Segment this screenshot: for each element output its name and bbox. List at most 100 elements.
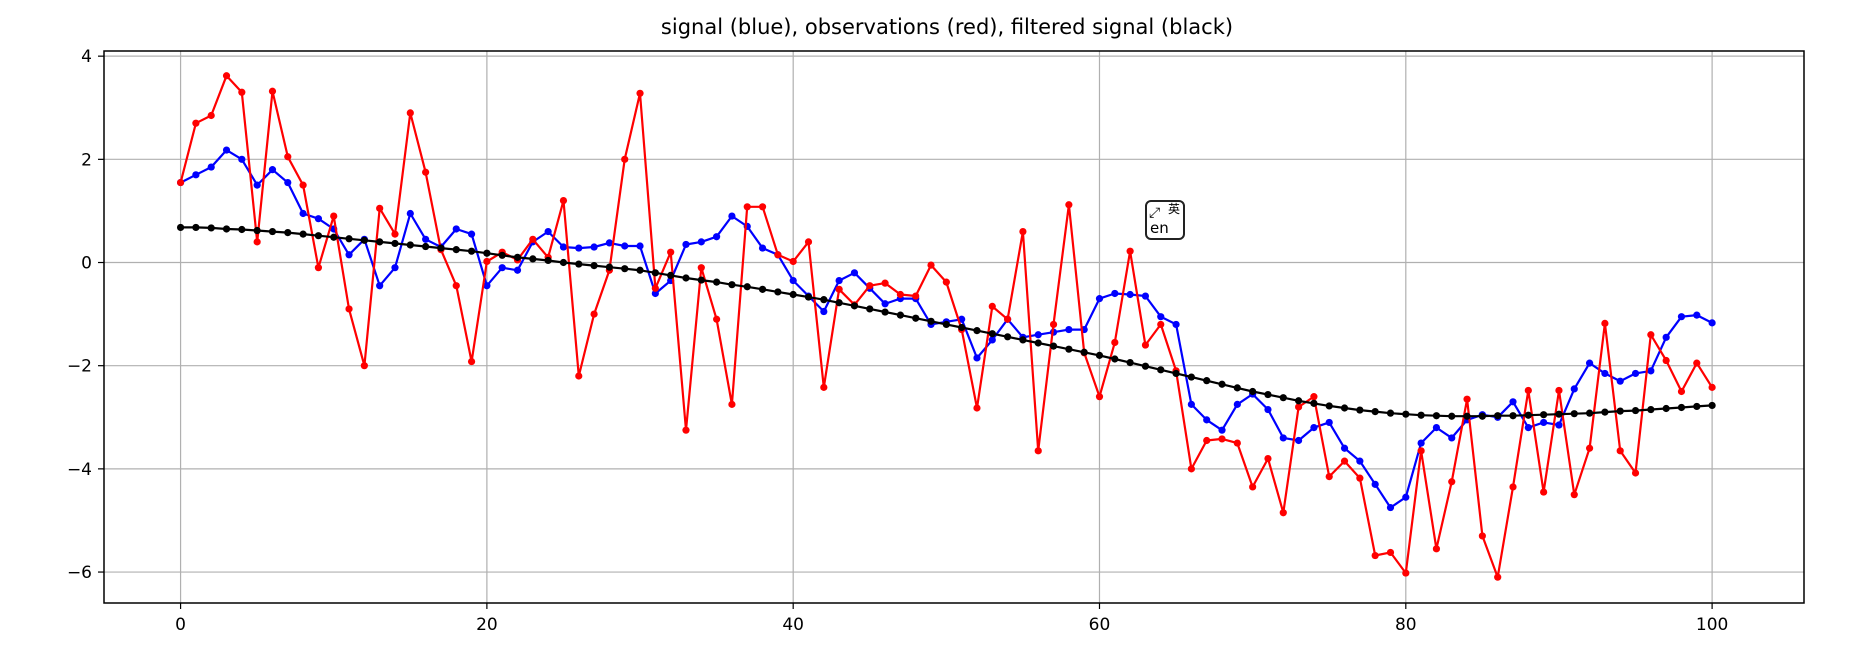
data-point: [360, 362, 368, 370]
data-point: [314, 232, 323, 240]
data-point: [927, 317, 935, 325]
data-point: [559, 243, 568, 251]
data-point: [835, 299, 843, 307]
data-point: [1340, 404, 1349, 412]
data-point: [758, 285, 767, 293]
data-point: [988, 330, 996, 338]
data-point: [1463, 395, 1471, 403]
data-point: [1294, 403, 1303, 411]
data-point: [1402, 410, 1410, 418]
data-point: [268, 87, 277, 95]
data-point: [590, 310, 598, 318]
data-point: [1095, 393, 1104, 401]
x-tick-label: 80: [1395, 615, 1417, 635]
data-point: [728, 400, 736, 408]
data-point: [238, 88, 246, 96]
data-point: [1631, 469, 1640, 477]
series-observations: [176, 72, 1716, 581]
series-line: [180, 149, 1713, 509]
data-point: [1187, 373, 1195, 381]
data-point: [881, 300, 889, 308]
data-point: [1004, 333, 1012, 341]
data-point: [651, 289, 659, 298]
data-point: [1172, 320, 1180, 329]
data-point: [376, 204, 384, 212]
data-point: [774, 251, 782, 259]
data-point: [682, 274, 690, 282]
data-point: [804, 238, 813, 246]
y-tick-label: −2: [67, 357, 92, 377]
data-point: [697, 238, 705, 246]
data-point: [835, 285, 843, 293]
data-point: [1585, 359, 1594, 367]
data-point: [1111, 355, 1119, 363]
data-point: [1647, 405, 1655, 414]
data-point: [1524, 411, 1532, 419]
data-point: [1340, 457, 1349, 465]
data-point: [590, 262, 598, 270]
data-point: [1386, 503, 1395, 512]
data-point: [1647, 367, 1655, 375]
data-point: [1631, 406, 1640, 415]
data-point: [1310, 393, 1318, 401]
input-method-switch-icon[interactable]: ⤢ 英 en: [1145, 200, 1185, 240]
data-point: [1417, 447, 1425, 455]
data-point: [1570, 410, 1578, 418]
data-point: [1019, 336, 1027, 344]
data-point: [1417, 411, 1425, 419]
data-point: [881, 308, 889, 316]
y-tick-label: 0: [81, 254, 92, 274]
x-tick-label: 60: [1089, 615, 1111, 635]
data-point: [973, 327, 981, 335]
data-point: [391, 239, 399, 248]
data-point: [1126, 358, 1134, 367]
data-point: [1432, 545, 1441, 553]
data-point: [1509, 483, 1517, 491]
data-point: [1249, 387, 1257, 396]
data-point: [498, 264, 506, 272]
data-point: [1279, 394, 1287, 402]
data-point: [1356, 406, 1364, 414]
data-point: [713, 233, 721, 241]
data-point: [437, 244, 445, 252]
data-point: [1218, 435, 1226, 443]
data-point: [268, 166, 277, 174]
data-point: [850, 269, 859, 277]
data-point: [1478, 412, 1486, 420]
data-point: [1432, 412, 1441, 420]
data-point: [621, 242, 629, 250]
data-point: [314, 264, 323, 272]
data-point: [192, 119, 200, 127]
data-point: [176, 178, 185, 187]
data-point: [605, 239, 614, 247]
data-point: [1371, 480, 1379, 488]
data-point: [1662, 404, 1670, 413]
data-point: [467, 247, 476, 255]
data-point: [452, 282, 460, 290]
data-point: [1356, 457, 1364, 465]
data-point: [728, 281, 736, 289]
data-point: [866, 282, 874, 290]
data-point: [1294, 397, 1303, 405]
data-point: [376, 238, 384, 246]
data-point: [1203, 377, 1211, 385]
data-point: [1509, 398, 1517, 406]
data-point: [238, 155, 246, 163]
data-point: [1677, 403, 1686, 412]
data-point: [391, 264, 399, 272]
data-point: [1065, 345, 1073, 353]
data-point: [1386, 409, 1395, 417]
data-point: [789, 290, 797, 299]
data-point: [743, 203, 751, 211]
data-point: [1432, 423, 1441, 432]
data-point: [1555, 386, 1563, 395]
data-point: [896, 290, 904, 299]
data-point: [1601, 408, 1609, 416]
data-point: [1034, 447, 1042, 455]
data-point: [912, 314, 920, 322]
switch-arrow-icon: ⤢: [1149, 205, 1161, 221]
data-point: [1570, 385, 1578, 393]
data-point: [1677, 313, 1686, 321]
data-point: [636, 266, 644, 274]
